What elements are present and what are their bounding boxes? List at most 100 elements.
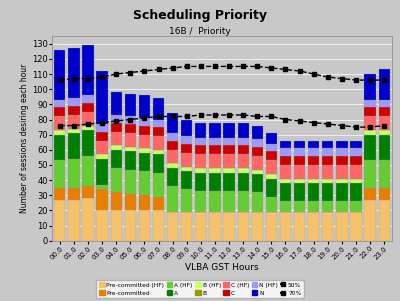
Bar: [110, 150, 122, 168]
Bar: [125, 94, 136, 116]
Bar: [54, 100, 66, 107]
Bar: [139, 171, 150, 195]
Bar: [209, 212, 220, 241]
Bar: [139, 118, 150, 126]
Bar: [125, 169, 136, 194]
Bar: [224, 212, 235, 241]
Bar: [280, 156, 291, 165]
Bar: [153, 197, 164, 210]
Bar: [125, 124, 136, 133]
Bar: [294, 156, 305, 165]
Bar: [209, 172, 220, 191]
Bar: [364, 107, 376, 116]
Bar: [350, 183, 362, 201]
Bar: [294, 183, 305, 201]
Bar: [350, 178, 362, 183]
Bar: [336, 183, 348, 201]
Bar: [350, 141, 362, 148]
Bar: [378, 130, 390, 135]
Bar: [153, 210, 164, 241]
Bar: [294, 201, 305, 212]
Bar: [308, 148, 319, 156]
Bar: [139, 210, 150, 241]
Bar: [238, 138, 249, 145]
Bar: [224, 172, 235, 191]
Bar: [139, 95, 150, 118]
Bar: [181, 212, 192, 241]
Bar: [68, 133, 80, 159]
Bar: [125, 147, 136, 151]
Bar: [139, 126, 150, 135]
Bar: [167, 113, 178, 133]
Bar: [350, 201, 362, 212]
Bar: [238, 191, 249, 212]
Bar: [195, 154, 206, 168]
Bar: [153, 98, 164, 119]
Bar: [238, 123, 249, 138]
Bar: [294, 148, 305, 156]
Bar: [82, 103, 94, 112]
Bar: [181, 189, 192, 212]
Bar: [125, 116, 136, 124]
Bar: [336, 156, 348, 165]
Bar: [266, 178, 277, 197]
Bar: [336, 165, 348, 178]
Bar: [308, 183, 319, 201]
Bar: [224, 123, 235, 138]
Bar: [266, 160, 277, 174]
Bar: [209, 191, 220, 212]
Bar: [195, 172, 206, 191]
Bar: [125, 133, 136, 147]
Bar: [54, 130, 66, 135]
Bar: [336, 178, 348, 183]
Bar: [153, 127, 164, 136]
Bar: [252, 139, 263, 147]
Bar: [364, 160, 376, 188]
Bar: [336, 141, 348, 148]
Bar: [322, 165, 334, 178]
Bar: [181, 171, 192, 189]
Bar: [195, 145, 206, 154]
Bar: [308, 201, 319, 212]
Bar: [364, 200, 376, 241]
Bar: [82, 186, 94, 198]
Bar: [110, 145, 122, 150]
Bar: [294, 141, 305, 148]
Bar: [252, 212, 263, 241]
Bar: [68, 106, 80, 115]
Bar: [364, 135, 376, 160]
Text: Scheduling Priority: Scheduling Priority: [133, 9, 267, 22]
Bar: [252, 169, 263, 174]
Bar: [238, 212, 249, 241]
Bar: [364, 130, 376, 135]
Bar: [238, 154, 249, 168]
Bar: [280, 141, 291, 148]
Bar: [252, 156, 263, 169]
Bar: [139, 195, 150, 210]
Bar: [68, 129, 80, 133]
Bar: [110, 123, 122, 132]
Bar: [96, 141, 108, 154]
Bar: [209, 154, 220, 168]
Bar: [167, 186, 178, 212]
Bar: [280, 201, 291, 212]
Bar: [364, 100, 376, 107]
Bar: [266, 197, 277, 212]
Bar: [68, 159, 80, 188]
Bar: [224, 145, 235, 154]
Bar: [378, 107, 390, 116]
Bar: [82, 45, 94, 95]
Bar: [96, 154, 108, 159]
Bar: [153, 136, 164, 150]
Bar: [82, 126, 94, 130]
Bar: [54, 107, 66, 116]
Bar: [224, 154, 235, 168]
Bar: [336, 212, 348, 241]
Bar: [336, 201, 348, 212]
Bar: [209, 138, 220, 145]
Bar: [167, 141, 178, 150]
Bar: [125, 151, 136, 169]
Bar: [322, 183, 334, 201]
Bar: [266, 212, 277, 241]
Bar: [308, 165, 319, 178]
